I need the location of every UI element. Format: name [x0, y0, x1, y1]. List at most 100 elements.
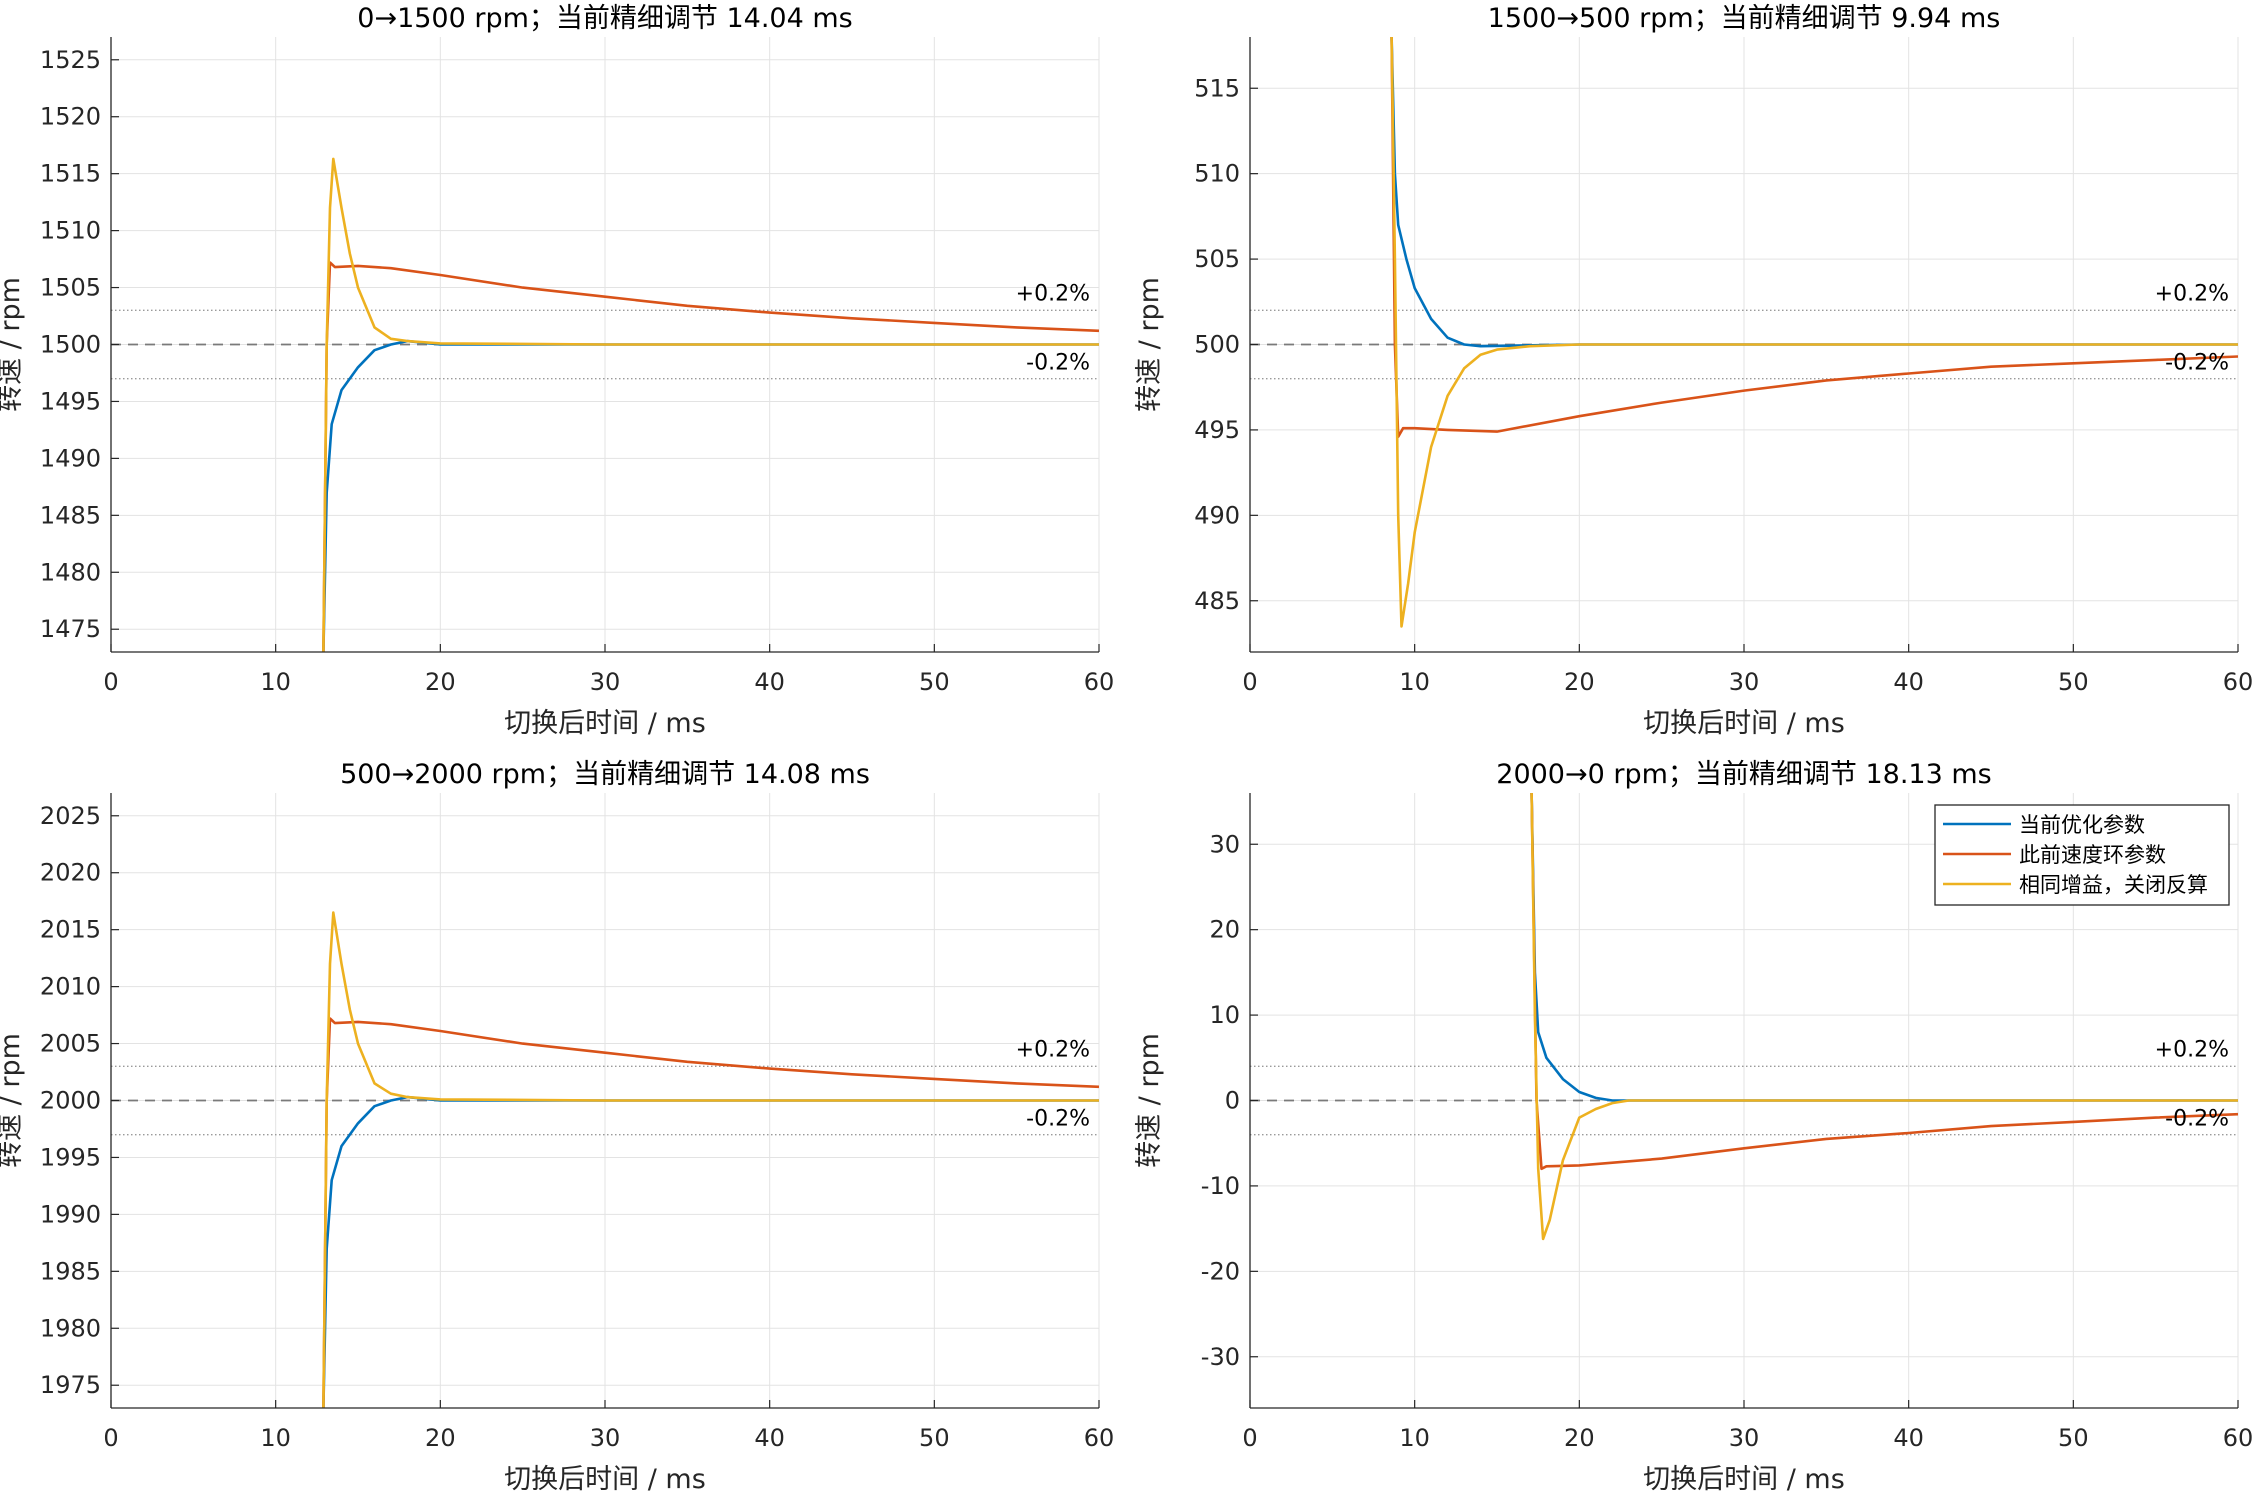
y-tick-label: 1975 [40, 1371, 101, 1399]
y-tick-label: 2015 [40, 916, 101, 944]
y-tick-label: 1520 [40, 103, 101, 131]
y-tick-label: 2025 [40, 802, 101, 830]
chart-title: 0→1500 rpm；当前精细调节 14.04 ms [357, 3, 852, 34]
y-tick-label: 485 [1194, 587, 1240, 615]
y-tick-label: -10 [1201, 1172, 1240, 1200]
x-tick-label: 40 [1893, 668, 1924, 696]
x-tick-label: 20 [425, 668, 456, 696]
y-tick-label: 1995 [40, 1143, 101, 1171]
y-tick-label: 2020 [40, 859, 101, 887]
x-tick-label: 60 [1084, 1424, 1115, 1452]
y-tick-label: 0 [1225, 1087, 1240, 1115]
x-axis-label: 切换后时间 / ms [1643, 708, 1845, 739]
band-upper-label: +0.2% [1016, 1037, 1090, 1062]
chart-panel-2: 0 10 20 30 40 50 60 485 490 495 500 505 510 515 1500→5… [1134, 3, 2253, 739]
x-tick-label: 50 [2058, 1424, 2089, 1452]
y-tick-label: 2005 [40, 1030, 101, 1058]
chart-panel-1: 0 10 20 30 40 50 60 1475 1480 1485 1490 1495 1500 150… [0, 3, 1114, 739]
y-tick-label: -30 [1201, 1343, 1240, 1371]
y-tick-label: 1980 [40, 1314, 101, 1342]
x-tick-label: 50 [2058, 668, 2089, 696]
chart-title: 1500→500 rpm；当前精细调节 9.94 ms [1488, 3, 2001, 34]
y-tick-label: 2010 [40, 973, 101, 1001]
chart-title: 2000→0 rpm；当前精细调节 18.13 ms [1496, 759, 1991, 790]
y-tick-label: 1490 [40, 444, 101, 472]
y-tick-label: 1515 [40, 160, 101, 188]
y-tick-label: -20 [1201, 1257, 1240, 1285]
y-tick-label: 1505 [40, 274, 101, 302]
y-tick-label: 1985 [40, 1257, 101, 1285]
x-tick-label: 10 [1399, 1424, 1430, 1452]
x-tick-label: 10 [260, 1424, 291, 1452]
series-line-2 [322, 261, 1099, 652]
legend-label-2: 此前速度环参数 [2019, 843, 2166, 867]
band-lower-label: -0.2% [1026, 351, 1090, 376]
x-tick-label: 0 [1242, 668, 1257, 696]
x-tick-label: 20 [1564, 668, 1595, 696]
x-axis-label: 切换后时间 / ms [1643, 1464, 1845, 1495]
band-upper-label: +0.2% [1016, 281, 1090, 306]
x-axis-label: 切换后时间 / ms [504, 1464, 706, 1495]
legend-label-1: 当前优化参数 [2019, 813, 2145, 837]
y-tick-label: 30 [1209, 830, 1240, 858]
x-tick-label: 0 [103, 1424, 118, 1452]
x-tick-label: 30 [1729, 668, 1760, 696]
legend-label-3: 相同增益，关闭反算 [2019, 873, 2208, 897]
x-tick-label: 50 [919, 1424, 950, 1452]
x-tick-label: 30 [590, 668, 621, 696]
band-lower-label: -0.2% [1026, 1107, 1090, 1132]
x-tick-label: 60 [2223, 668, 2253, 696]
x-tick-label: 10 [260, 668, 291, 696]
x-tick-label: 60 [1084, 668, 1115, 696]
y-tick-label: 1485 [40, 501, 101, 529]
y-axis-label: 转速 / rpm [1134, 277, 1165, 412]
x-tick-label: 30 [1729, 1424, 1760, 1452]
series-line-3 [1390, 37, 2238, 628]
y-tick-label: 1475 [40, 615, 101, 643]
y-tick-label: 510 [1194, 160, 1240, 188]
x-tick-label: 40 [754, 1424, 785, 1452]
chart-title: 500→2000 rpm；当前精细调节 14.08 ms [340, 759, 870, 790]
band-lower-label: -0.2% [2165, 1107, 2229, 1132]
band-upper-label: +0.2% [2155, 281, 2229, 306]
x-tick-label: 0 [1242, 1424, 1257, 1452]
x-tick-label: 40 [1893, 1424, 1924, 1452]
band-upper-label: +0.2% [2155, 1037, 2229, 1062]
y-tick-label: 2000 [40, 1087, 101, 1115]
x-tick-label: 60 [2223, 1424, 2253, 1452]
series-line-2 [1390, 37, 2238, 438]
y-tick-label: 1525 [40, 46, 101, 74]
y-tick-label: 505 [1194, 245, 1240, 273]
y-tick-label: 490 [1194, 501, 1240, 529]
chart-panel-3: 0 10 20 30 40 50 60 1975 1980 1985 1990 1995 2000 200… [0, 759, 1114, 1495]
y-axis-label: 转速 / rpm [1134, 1033, 1165, 1168]
y-axis-label: 转速 / rpm [0, 1033, 26, 1168]
x-tick-label: 40 [754, 668, 785, 696]
y-tick-label: 20 [1209, 916, 1240, 944]
series-line-2 [1530, 793, 2238, 1171]
x-axis-label: 切换后时间 / ms [504, 708, 706, 739]
y-tick-label: 1510 [40, 217, 101, 245]
y-tick-label: 515 [1194, 74, 1240, 102]
y-axis-label: 转速 / rpm [0, 277, 26, 412]
y-tick-label: 10 [1209, 1001, 1240, 1029]
x-tick-label: 20 [1564, 1424, 1595, 1452]
series-line-3 [322, 157, 1099, 652]
series-line-3 [322, 911, 1099, 1408]
series-line-3 [1530, 793, 2238, 1241]
chart-panel-4: 0 10 20 30 40 50 60 -30 -20 -10 0 10 20 30 2000→0 rpm；… [1134, 759, 2253, 1495]
series-line-2 [322, 1017, 1099, 1408]
x-tick-label: 10 [1399, 668, 1430, 696]
y-tick-label: 1495 [40, 387, 101, 415]
y-tick-label: 1990 [40, 1200, 101, 1228]
x-tick-label: 50 [919, 668, 950, 696]
y-tick-label: 500 [1194, 331, 1240, 359]
x-tick-label: 20 [425, 1424, 456, 1452]
band-lower-label: -0.2% [2165, 351, 2229, 376]
y-tick-label: 495 [1194, 416, 1240, 444]
x-tick-label: 0 [103, 668, 118, 696]
y-tick-label: 1500 [40, 331, 101, 359]
y-tick-label: 1480 [40, 558, 101, 586]
